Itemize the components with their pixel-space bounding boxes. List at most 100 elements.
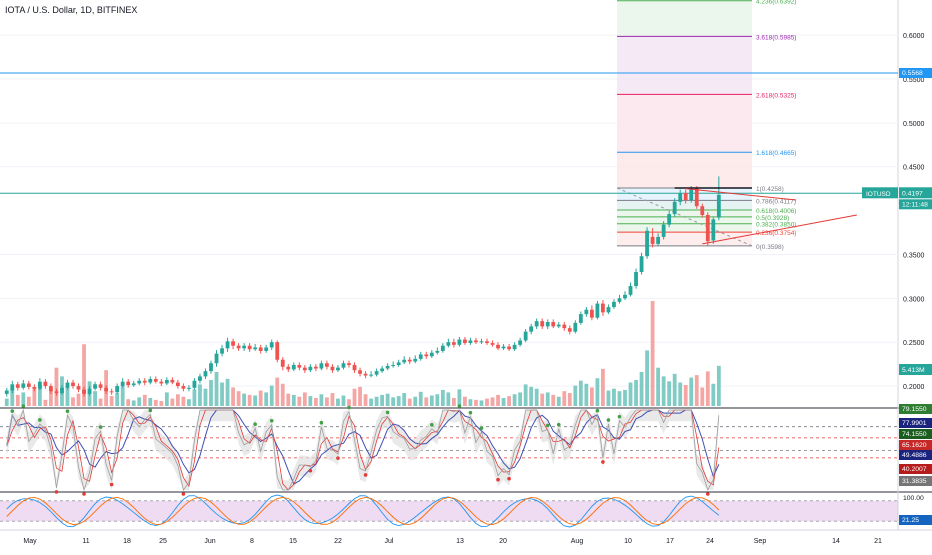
candle-body[interactable] <box>512 344 517 350</box>
candle-body[interactable] <box>634 272 638 287</box>
candle-body[interactable] <box>424 354 429 357</box>
upper-trend-line[interactable] <box>685 188 797 201</box>
candle-body[interactable] <box>617 298 622 302</box>
candle-body[interactable] <box>468 340 473 344</box>
candle-body[interactable] <box>37 381 42 389</box>
candle-body[interactable] <box>584 309 589 315</box>
candle-body[interactable] <box>639 256 644 272</box>
candle-body[interactable] <box>374 371 379 375</box>
candle-body[interactable] <box>175 382 180 387</box>
candle-body[interactable] <box>231 341 235 346</box>
candle-body[interactable] <box>485 341 489 344</box>
candle-body[interactable] <box>214 353 219 364</box>
candle-body[interactable] <box>98 384 103 388</box>
candle-body[interactable] <box>683 193 688 201</box>
candle-body[interactable] <box>540 321 545 327</box>
candle-body[interactable] <box>264 347 269 351</box>
candle-body[interactable] <box>650 236 655 244</box>
candle-body[interactable] <box>203 371 208 377</box>
candle-body[interactable] <box>258 347 263 351</box>
candle-body[interactable] <box>275 342 280 360</box>
candle-body[interactable] <box>429 352 434 357</box>
candle-body[interactable] <box>313 366 318 369</box>
candle-body[interactable] <box>142 380 147 383</box>
candle-body[interactable] <box>126 381 131 386</box>
candle-body[interactable] <box>236 345 241 349</box>
candle-body[interactable] <box>678 193 683 202</box>
candle-body[interactable] <box>291 365 296 370</box>
candle-body[interactable] <box>705 214 710 242</box>
candle-body[interactable] <box>601 303 605 313</box>
candle-body[interactable] <box>4 390 9 394</box>
candle-body[interactable] <box>153 379 158 382</box>
candle-body[interactable] <box>661 224 666 237</box>
candle-body[interactable] <box>76 386 81 390</box>
candle-body[interactable] <box>672 201 677 215</box>
candle-body[interactable] <box>341 363 346 368</box>
candle-body[interactable] <box>71 382 75 387</box>
candle-body[interactable] <box>391 365 396 367</box>
candle-body[interactable] <box>479 341 484 343</box>
candle-body[interactable] <box>595 303 600 318</box>
candle-body[interactable] <box>82 389 86 394</box>
candle-body[interactable] <box>369 374 373 376</box>
candle-body[interactable] <box>413 358 418 362</box>
candle-body[interactable] <box>474 340 478 343</box>
candle-body[interactable] <box>247 345 252 350</box>
candle-body[interactable] <box>556 324 561 327</box>
candle-body[interactable] <box>435 350 440 353</box>
candle-body[interactable] <box>628 286 633 295</box>
candle-body[interactable] <box>407 359 412 362</box>
candle-body[interactable] <box>253 347 258 350</box>
lower-trend-line[interactable] <box>702 214 857 245</box>
candle-body[interactable] <box>187 387 191 389</box>
candle-body[interactable] <box>612 301 616 308</box>
candle-body[interactable] <box>49 386 53 392</box>
candle-body[interactable] <box>623 294 627 299</box>
candle-body[interactable] <box>567 328 572 332</box>
candle-body[interactable] <box>358 370 362 374</box>
candle-body[interactable] <box>225 341 230 349</box>
candle-body[interactable] <box>545 322 550 327</box>
candle-body[interactable] <box>518 340 523 345</box>
candle-body[interactable] <box>606 307 611 313</box>
candle-body[interactable] <box>131 383 136 386</box>
candle-body[interactable] <box>286 366 291 370</box>
candle-body[interactable] <box>496 344 500 349</box>
candle-body[interactable] <box>507 346 511 350</box>
candle-body[interactable] <box>209 363 213 372</box>
candle-body[interactable] <box>120 381 125 387</box>
candle-body[interactable] <box>115 386 120 393</box>
candle-body[interactable] <box>490 343 495 345</box>
candle-body[interactable] <box>716 194 721 218</box>
candle-body[interactable] <box>325 363 329 367</box>
candle-body[interactable] <box>308 366 313 371</box>
candle-body[interactable] <box>529 326 534 332</box>
candle-body[interactable] <box>192 380 197 388</box>
candle-body[interactable] <box>54 391 59 394</box>
candle-body[interactable] <box>220 348 224 354</box>
candle-body[interactable] <box>689 188 694 201</box>
candle-body[interactable] <box>656 236 661 244</box>
candle-body[interactable] <box>645 230 649 257</box>
candle-body[interactable] <box>32 386 37 389</box>
candle-body[interactable] <box>280 359 285 367</box>
candle-body[interactable] <box>170 379 175 383</box>
candle-body[interactable] <box>181 386 186 389</box>
candle-body[interactable] <box>15 384 20 388</box>
candle-body[interactable] <box>330 366 335 371</box>
candle-body[interactable] <box>319 363 324 369</box>
fib-trend-line[interactable] <box>616 187 753 247</box>
candle-body[interactable] <box>573 322 578 332</box>
candle-body[interactable] <box>60 387 64 394</box>
candle-body[interactable] <box>589 309 594 318</box>
candle-body[interactable] <box>93 384 97 389</box>
candle-body[interactable] <box>418 354 423 359</box>
candle-body[interactable] <box>148 379 153 383</box>
candle-body[interactable] <box>302 367 307 371</box>
candle-body[interactable] <box>562 324 567 329</box>
candle-body[interactable] <box>198 376 202 381</box>
candle-body[interactable] <box>336 367 340 371</box>
candle-body[interactable] <box>65 382 70 388</box>
